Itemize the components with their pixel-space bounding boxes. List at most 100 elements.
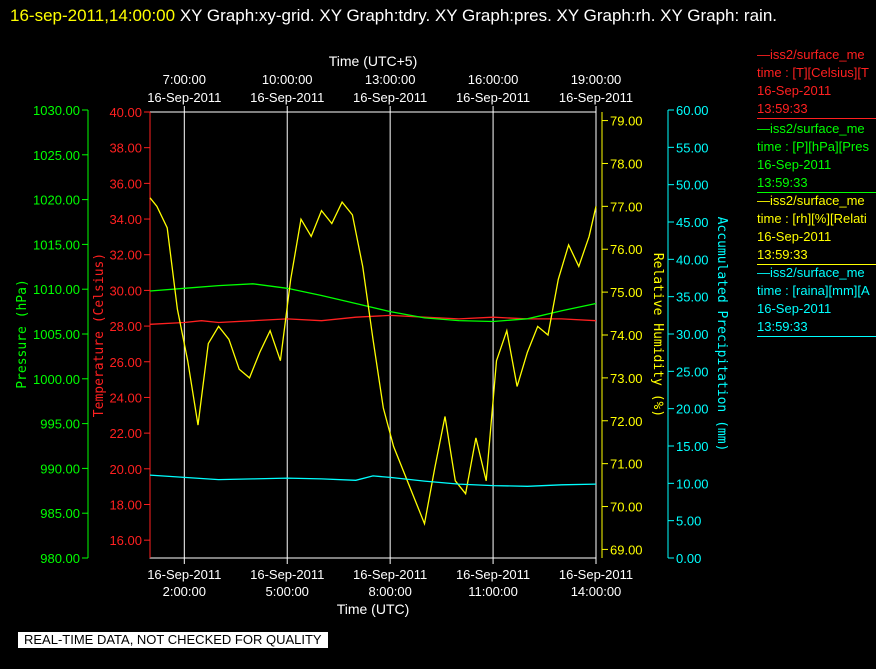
pressure-tick-label: 1015.00 xyxy=(33,237,80,252)
temperature-tick-label: 36.00 xyxy=(109,176,142,191)
precip-tick-label: 55.00 xyxy=(676,140,709,155)
x-top-tick-date: 16-Sep-2011 xyxy=(147,90,221,105)
pressure-tick-label: 1020.00 xyxy=(33,193,80,208)
legend-series-date: 16-Sep-2011 xyxy=(757,301,832,316)
series-line-pressure xyxy=(149,283,597,323)
legend-entry-temperature: —iss2/surface_me time : [T][Celsius][T 1… xyxy=(757,46,876,119)
pressure-tick-label: 1025.00 xyxy=(33,148,80,163)
precip-tick-label: 30.00 xyxy=(676,327,709,342)
humidity-tick-label: 70.00 xyxy=(610,500,643,515)
legend-series-time: 13:59:33 xyxy=(757,319,808,334)
legend-divider xyxy=(757,264,876,265)
x-top-tick-date: 16-Sep-2011 xyxy=(559,90,633,105)
legend-entry-humidity: —iss2/surface_me time : [rh][%][Relati 1… xyxy=(757,192,876,265)
legend-divider xyxy=(757,336,876,337)
quality-notice: REAL-TIME DATA, NOT CHECKED FOR QUALITY xyxy=(18,632,328,648)
legend-series-name: iss2/surface_me xyxy=(770,121,865,136)
pressure-tick-label: 1010.00 xyxy=(33,282,80,297)
precip-tick-label: 20.00 xyxy=(676,402,709,417)
x-top-tick-time: 16:00:00 xyxy=(468,72,519,87)
precip-tick-label: 35.00 xyxy=(676,290,709,305)
x-top-tick-time: 13:00:00 xyxy=(365,72,416,87)
humidity-tick-label: 78.00 xyxy=(610,156,643,171)
x-top-axis-label: Time (UTC+5) xyxy=(329,53,418,69)
pressure-tick-label: 990.00 xyxy=(40,461,80,476)
x-tick-date: 16-Sep-2011 xyxy=(353,567,427,582)
temperature-tick-label: 32.00 xyxy=(109,248,142,263)
pressure-tick-label: 985.00 xyxy=(40,506,80,521)
series-line-temperature xyxy=(149,314,597,325)
temperature-tick-label: 38.00 xyxy=(109,141,142,156)
precip-tick-label: 40.00 xyxy=(676,252,709,267)
x-tick-time: 5:00:00 xyxy=(266,584,309,599)
legend-series-date: 16-Sep-2011 xyxy=(757,229,832,244)
humidity-axis-label: Relative Humidity (%) xyxy=(650,253,665,417)
precip-tick-label: 60.00 xyxy=(676,103,709,118)
humidity-tick-label: 74.00 xyxy=(610,328,643,343)
humidity-tick-label: 79.00 xyxy=(610,114,643,129)
humidity-tick-label: 75.00 xyxy=(610,285,643,300)
legend-divider xyxy=(757,118,876,119)
x-tick-date: 16-Sep-2011 xyxy=(559,567,633,582)
humidity-tick-label: 69.00 xyxy=(610,542,643,557)
legend-entry-precip: —iss2/surface_me time : [raina][mm][A 16… xyxy=(757,264,876,337)
legend-series-time: 13:59:33 xyxy=(757,175,808,190)
temperature-tick-label: 24.00 xyxy=(109,390,142,405)
x-tick-time: 14:00:00 xyxy=(571,584,622,599)
humidity-tick-label: 71.00 xyxy=(610,457,643,472)
x-top-tick-time: 10:00:00 xyxy=(262,72,313,87)
humidity-tick-label: 73.00 xyxy=(610,371,643,386)
pressure-tick-label: 980.00 xyxy=(40,551,80,566)
precip-tick-label: 50.00 xyxy=(676,178,709,193)
x-top-tick-time: 19:00:00 xyxy=(571,72,622,87)
series-line-precip xyxy=(149,474,597,487)
pressure-tick-label: 1005.00 xyxy=(33,327,80,342)
temperature-tick-label: 16.00 xyxy=(109,533,142,548)
title-timestamp: 16-sep-2011,14:00:00 xyxy=(10,6,176,25)
pressure-tick-label: 1030.00 xyxy=(33,103,80,118)
precip-tick-label: 15.00 xyxy=(676,439,709,454)
x-tick-date: 16-Sep-2011 xyxy=(456,567,530,582)
x-tick-time: 8:00:00 xyxy=(368,584,411,599)
pressure-tick-label: 995.00 xyxy=(40,417,80,432)
temperature-tick-label: 40.00 xyxy=(109,105,142,120)
temperature-tick-label: 28.00 xyxy=(109,319,142,334)
chart-title: 16-sep-2011,14:00:00 XY Graph:xy-grid. X… xyxy=(10,2,860,30)
temperature-tick-label: 20.00 xyxy=(109,462,142,477)
legend-series-desc: time : [raina][mm][A xyxy=(757,283,870,298)
precip-tick-label: 0.00 xyxy=(676,551,701,566)
humidity-tick-label: 72.00 xyxy=(610,414,643,429)
precip-axis-label: Accumulated Precipitation (mm) xyxy=(714,217,729,452)
temperature-tick-label: 34.00 xyxy=(109,212,142,227)
x-axis-label: Time (UTC) xyxy=(337,601,410,617)
legend-entry-pressure: —iss2/surface_me time : [P][hPa][Pres 16… xyxy=(757,120,876,193)
legend-series-time: 13:59:33 xyxy=(757,101,808,116)
legend-series-desc: time : [rh][%][Relati xyxy=(757,211,867,226)
temperature-tick-label: 30.00 xyxy=(109,283,142,298)
x-tick-date: 16-Sep-2011 xyxy=(250,567,324,582)
legend-series-date: 16-Sep-2011 xyxy=(757,83,832,98)
legend-series-name: iss2/surface_me xyxy=(770,265,865,280)
humidity-tick-label: 76.00 xyxy=(610,242,643,257)
legend-divider xyxy=(757,192,876,193)
legend-series-desc: time : [P][hPa][Pres xyxy=(757,139,869,154)
title-graph-list: XY Graph:xy-grid. XY Graph:tdry. XY Grap… xyxy=(175,6,778,25)
x-tick-time: 2:00:00 xyxy=(163,584,206,599)
series-line-humidity xyxy=(149,197,597,527)
precip-tick-label: 10.00 xyxy=(676,476,709,491)
temperature-axis-label: Temperature (Celsius) xyxy=(92,253,107,417)
pressure-tick-label: 1000.00 xyxy=(33,372,80,387)
temperature-tick-label: 18.00 xyxy=(109,497,142,512)
humidity-tick-label: 77.00 xyxy=(610,199,643,214)
legend-series-name: iss2/surface_me xyxy=(770,193,865,208)
x-top-tick-date: 16-Sep-2011 xyxy=(353,90,427,105)
legend-series-date: 16-Sep-2011 xyxy=(757,157,832,172)
x-top-tick-date: 16-Sep-2011 xyxy=(250,90,324,105)
x-top-tick-date: 16-Sep-2011 xyxy=(456,90,530,105)
precip-tick-label: 5.00 xyxy=(676,514,701,529)
precip-tick-label: 25.00 xyxy=(676,364,709,379)
x-top-tick-time: 7:00:00 xyxy=(163,72,206,87)
temperature-tick-label: 26.00 xyxy=(109,355,142,370)
temperature-tick-label: 22.00 xyxy=(109,426,142,441)
